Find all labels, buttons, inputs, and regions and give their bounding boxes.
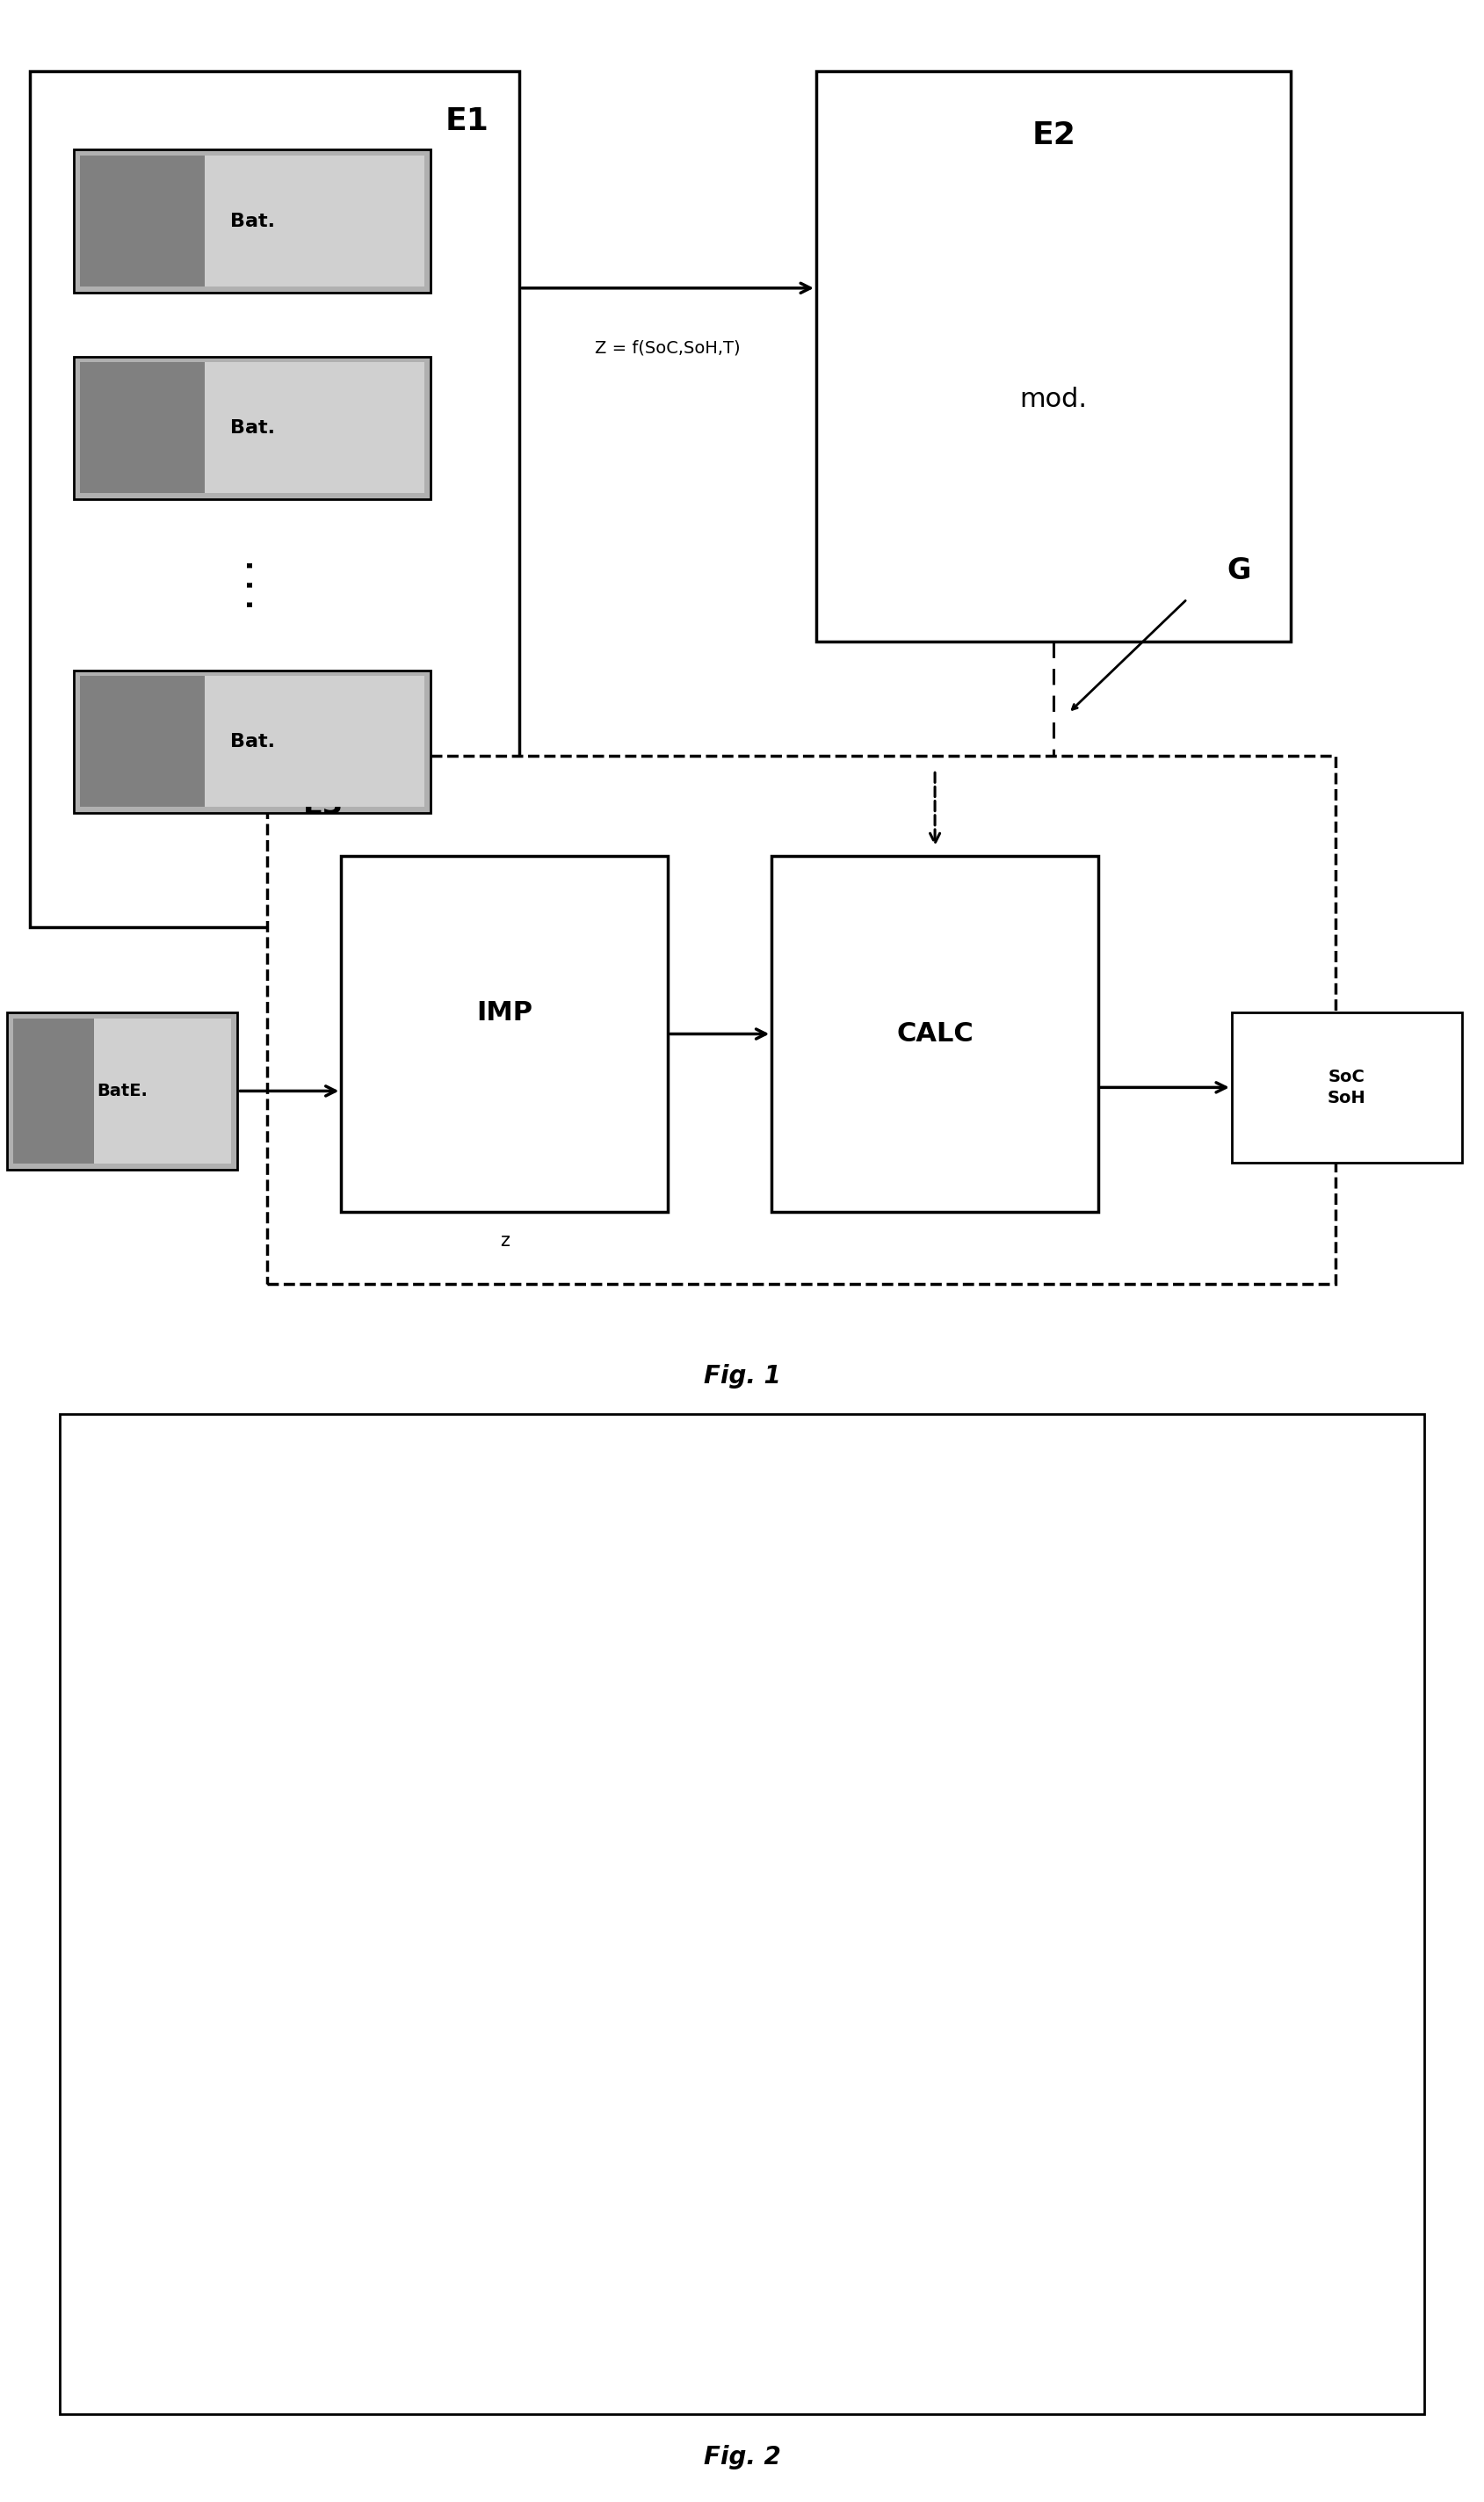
FancyBboxPatch shape [816, 73, 1291, 643]
FancyBboxPatch shape [80, 363, 205, 493]
FancyBboxPatch shape [80, 676, 205, 808]
Text: z: z [500, 1231, 509, 1248]
FancyBboxPatch shape [7, 1013, 237, 1168]
Text: E1: E1 [445, 105, 490, 135]
FancyBboxPatch shape [74, 671, 430, 813]
Text: Bat.: Bat. [230, 418, 275, 438]
Text: Bat.: Bat. [230, 213, 275, 230]
Text: E2: E2 [1031, 120, 1076, 150]
FancyBboxPatch shape [80, 155, 205, 288]
X-axis label: SoC: SoC [539, 2239, 576, 2257]
Text: Bat.: Bat. [230, 733, 275, 751]
FancyBboxPatch shape [13, 1018, 93, 1163]
Text: SoC
SoH: SoC SoH [1328, 1068, 1365, 1106]
Text: Z = f(SoC,SoH,T): Z = f(SoC,SoH,T) [595, 340, 741, 355]
Text: mod.: mod. [1020, 388, 1088, 413]
Text: BatE.: BatE. [96, 1083, 148, 1098]
FancyBboxPatch shape [772, 856, 1098, 1213]
Y-axis label: -Re(Z): -Re(Z) [1024, 2209, 1074, 2244]
FancyBboxPatch shape [74, 150, 430, 293]
FancyBboxPatch shape [30, 73, 519, 928]
Text: E3: E3 [303, 791, 344, 821]
Text: G: G [1227, 555, 1251, 585]
Text: Fig. 1: Fig. 1 [703, 1364, 781, 1389]
Text: Fig. 2: Fig. 2 [703, 2444, 781, 2469]
FancyBboxPatch shape [205, 676, 424, 808]
FancyBboxPatch shape [1232, 1013, 1462, 1163]
FancyBboxPatch shape [74, 358, 430, 498]
FancyBboxPatch shape [205, 363, 424, 493]
FancyBboxPatch shape [267, 756, 1336, 1284]
FancyBboxPatch shape [93, 1018, 232, 1163]
FancyBboxPatch shape [205, 155, 424, 288]
Text: CALC: CALC [896, 1021, 974, 1046]
Text: · · ·: · · · [239, 560, 266, 610]
FancyBboxPatch shape [341, 856, 668, 1213]
Text: IMP: IMP [476, 1001, 533, 1026]
